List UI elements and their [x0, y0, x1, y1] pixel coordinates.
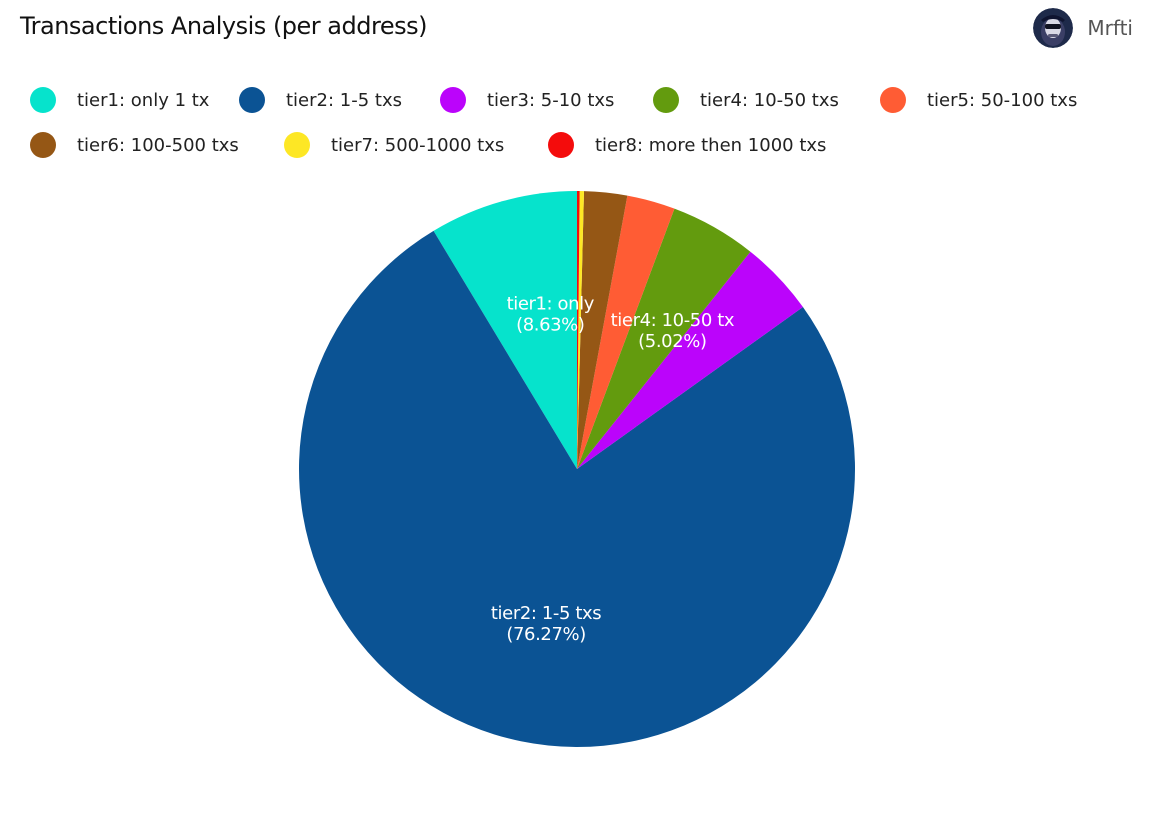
legend-swatch-tier8 [548, 132, 574, 158]
legend-item-tier8[interactable]: tier8: more then 1000 txs [548, 129, 826, 161]
legend-item-tier6[interactable]: tier6: 100-500 txs [30, 129, 239, 161]
legend-swatch-tier6 [30, 132, 56, 158]
legend-label-tier3: tier3: 5-10 txs [487, 89, 615, 111]
pie-slice-tier8[interactable] [577, 190, 580, 469]
legend-item-tier5[interactable]: tier5: 50-100 txs [880, 84, 1077, 116]
legend-swatch-tier7 [284, 132, 310, 158]
pie-slice-tier7[interactable] [577, 191, 584, 469]
legend-swatch-tier4 [653, 87, 679, 113]
legend-swatch-tier3 [440, 87, 466, 113]
legend-item-tier2[interactable]: tier2: 1-5 txs [239, 84, 402, 116]
pie-slice-tier6[interactable] [577, 191, 628, 469]
slice-label-tier2: tier2: 1-5 txs [491, 603, 601, 624]
pie-slice-tier5[interactable] [577, 195, 675, 469]
legend-item-tier4[interactable]: tier4: 10-50 txs [653, 84, 839, 116]
legend-label-tier1: tier1: only 1 tx [77, 89, 210, 111]
legend-label-tier6: tier6: 100-500 txs [77, 134, 239, 156]
author-badge[interactable]: Mrfti [1033, 8, 1133, 48]
author-name: Mrfti [1087, 16, 1133, 40]
slice-value-tier4: (5.02%) [638, 331, 706, 352]
legend-swatch-tier5 [880, 87, 906, 113]
legend-label-tier2: tier2: 1-5 txs [286, 89, 402, 111]
avatar [1033, 8, 1074, 48]
slice-value-tier1: (8.63%) [516, 315, 584, 336]
slice-label-tier1: tier1: only [507, 294, 595, 315]
legend-item-tier7[interactable]: tier7: 500-1000 txs [284, 129, 504, 161]
slice-value-tier2: (76.27%) [506, 624, 585, 645]
legend-label-tier7: tier7: 500-1000 txs [331, 134, 505, 156]
legend-swatch-tier2 [239, 87, 265, 113]
legend-item-tier3[interactable]: tier3: 5-10 txs [440, 84, 614, 116]
legend-swatch-tier1 [30, 87, 56, 113]
pie-slice-tier4[interactable] [577, 208, 751, 469]
slice-label-tier4: tier4: 10-50 tx [611, 310, 735, 331]
pie-slice-tier2[interactable] [299, 230, 856, 748]
legend-label-tier5: tier5: 50-100 txs [927, 89, 1078, 111]
legend-label-tier4: tier4: 10-50 txs [700, 89, 839, 111]
pie-slice-tier3[interactable] [577, 251, 803, 469]
pie-slice-tier1[interactable] [433, 191, 577, 469]
legend-item-tier1[interactable]: tier1: only 1 tx [30, 84, 209, 116]
chart-title: Transactions Analysis (per address) [20, 12, 427, 40]
legend-label-tier8: tier8: more then 1000 txs [595, 134, 827, 156]
